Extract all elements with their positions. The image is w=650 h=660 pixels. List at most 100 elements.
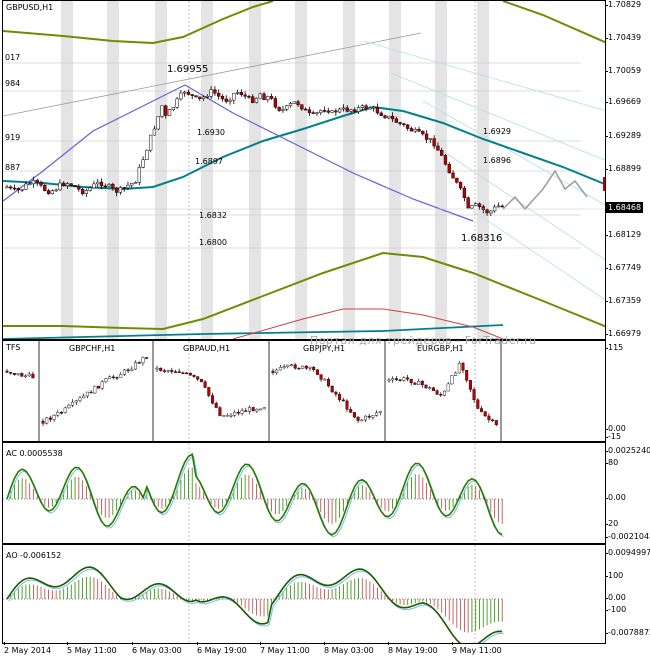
price-candle (470, 205, 474, 209)
price-candle (24, 183, 28, 190)
price-candle (12, 187, 17, 190)
session-stripe (155, 1, 167, 339)
price-candle (243, 94, 247, 97)
ao-pane[interactable]: AO -0.006152 (2, 544, 606, 644)
tfs-candle (218, 407, 222, 416)
forecast-line (502, 169, 588, 211)
session-stripe (435, 1, 447, 339)
time-tick: 6 May 19:00 (197, 642, 247, 655)
tfs-candle (468, 380, 472, 390)
tfs-candle (491, 419, 495, 422)
tfs-candle (315, 369, 319, 375)
price-candle (345, 107, 349, 112)
price-candle (239, 92, 244, 96)
price-candle (319, 110, 323, 113)
tfs-candle (275, 369, 279, 373)
tfs-candle (222, 415, 226, 417)
last-candle-edge (603, 177, 605, 191)
price-candle (383, 115, 387, 119)
tfs-candle (439, 394, 443, 396)
price-candle (175, 98, 179, 108)
price-candle (288, 103, 293, 106)
price-candle (46, 190, 51, 195)
projection-line (362, 40, 605, 111)
ao-canvas[interactable] (3, 545, 605, 643)
tfs-candle (141, 357, 145, 364)
price-candle (183, 91, 187, 94)
price-candle (375, 106, 380, 114)
ac-pane[interactable]: AC 0.0005538 (2, 442, 606, 544)
price-candle (322, 110, 327, 112)
price-axis[interactable]: 1.70829 1.70439 1.70059 1.69669 1.69289 … (604, 0, 650, 338)
price-tick: 1.67749 (604, 263, 642, 272)
price-candle (84, 190, 89, 194)
session-stripe (61, 1, 73, 339)
tfs-candle (271, 370, 275, 373)
price-candle (50, 190, 55, 195)
ao-tick: -0.0078875 (604, 628, 650, 637)
tfs-candle (461, 363, 465, 371)
price-candle (217, 92, 221, 97)
ac-tick: -0.0021043 (604, 532, 650, 541)
price-candle (54, 189, 58, 192)
tfs-candle (192, 375, 196, 377)
tfs-candle (431, 387, 435, 391)
tfs-candle (364, 415, 368, 421)
tfs-candle (67, 405, 71, 409)
tfs-candle (443, 390, 447, 396)
tfs-candle (251, 407, 255, 412)
upper-band-line (3, 1, 274, 45)
time-tick: 2 May 2014 (4, 642, 52, 655)
price-candle (220, 96, 225, 100)
tfs-candle (162, 370, 166, 372)
ao-label: AO -0.006152 (6, 551, 62, 560)
tfs-canvas[interactable] (3, 341, 605, 441)
tfs-candle (24, 375, 28, 378)
tfs-candle (133, 362, 137, 370)
price-candle (360, 105, 364, 108)
price-candle (179, 92, 183, 100)
price-candle (489, 210, 493, 214)
price-chart-canvas[interactable] (3, 1, 605, 339)
projection-line (422, 100, 605, 206)
price-candle (334, 110, 338, 113)
price-candle (186, 91, 191, 95)
oscillator-line (6, 566, 503, 643)
tfs-candle (236, 411, 240, 414)
tfs-candle (413, 382, 417, 385)
price-candle (201, 96, 206, 99)
price-candle (103, 185, 107, 188)
fib-label-6: 1.6896 (483, 156, 511, 165)
time-tick: 9 May 11:00 (452, 642, 502, 655)
left-edge-label-2: 984 (5, 79, 21, 88)
tfs-candle (199, 378, 203, 382)
price-candle (145, 149, 149, 160)
tfs-candle (181, 372, 185, 374)
price-candle (481, 206, 485, 211)
fib-label-4: 1.6800 (199, 238, 227, 247)
price-candle (292, 101, 296, 104)
price-candle (269, 96, 274, 99)
ac-canvas[interactable] (3, 443, 605, 543)
tfs-candle (387, 379, 391, 382)
tfs-candle (454, 372, 458, 376)
tfs-candle (259, 408, 263, 411)
price-candle (303, 108, 308, 111)
tfs-candle (345, 400, 349, 410)
time-tick: 8 May 03:00 (324, 642, 374, 655)
main-chart-pane[interactable]: GBPUSD,H1 017 984 919 887 1.69955 1.6831… (2, 0, 606, 340)
time-axis[interactable]: 2 May 2014 5 May 11:00 6 May 03:00 6 May… (2, 642, 604, 660)
time-tick: 6 May 03:00 (132, 642, 182, 655)
tfs-candle (170, 370, 174, 372)
tfs-pane[interactable]: TFS GBPCHF,H1 GBPAUD,H1 GBPJPY,H1 EURGBP… (2, 340, 606, 442)
price-candle (205, 96, 209, 98)
ac-tick: 0.00 (605, 493, 626, 502)
price-candle (99, 181, 104, 187)
ac-tick: 20 (604, 519, 619, 528)
tfs-candle (137, 362, 141, 364)
tfs-candle (188, 372, 192, 376)
tfs-candle (56, 412, 60, 416)
price-candle (160, 105, 164, 117)
price-candle (417, 128, 421, 132)
tfs-candle (225, 415, 229, 417)
